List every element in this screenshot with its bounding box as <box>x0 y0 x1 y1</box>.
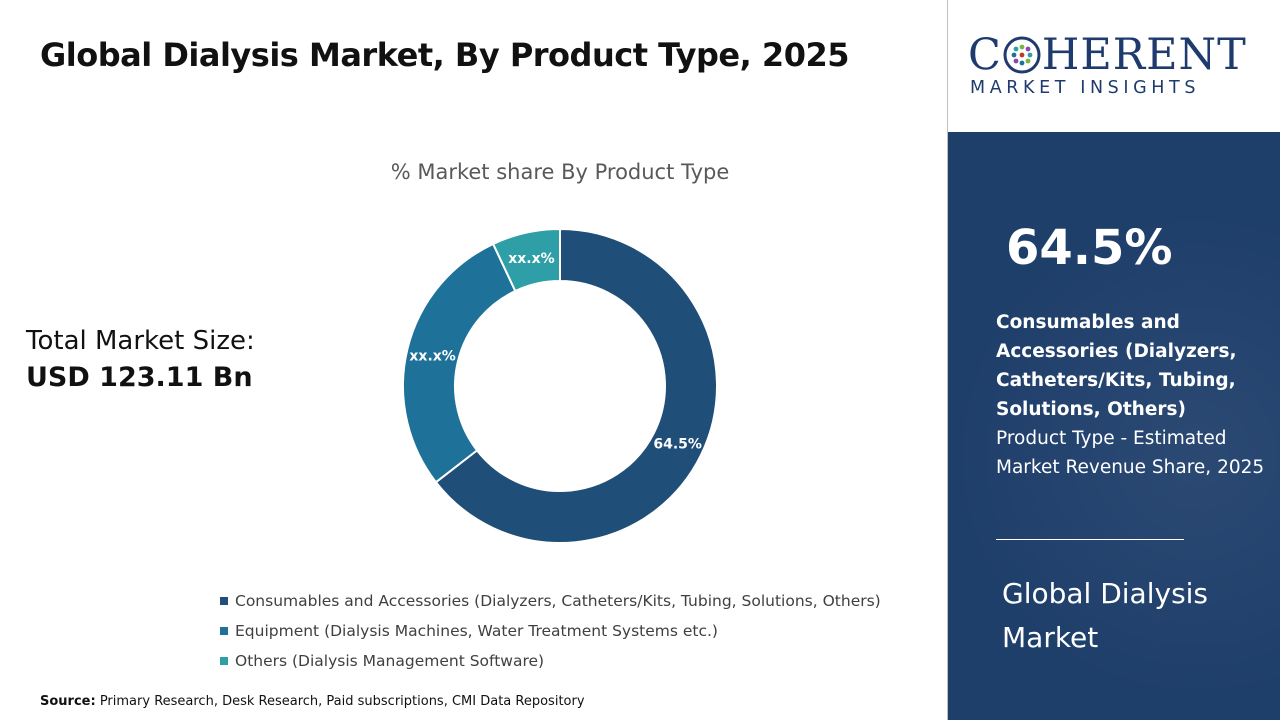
panel-divider <box>996 539 1184 540</box>
donut-slice-3 <box>491 228 561 293</box>
legend-item-2: Equipment (Dialysis Machines, Water Trea… <box>220 616 881 646</box>
legend-label-2: Equipment (Dialysis Machines, Water Trea… <box>235 622 718 640</box>
logo-letters: HERENT <box>1041 30 1247 80</box>
legend-swatch-3 <box>220 657 228 665</box>
highlight-value: 64.5% <box>1006 220 1173 276</box>
donut-slice-label-1: 64.5% <box>653 437 702 453</box>
logo-letter-c: C <box>968 30 1002 80</box>
source-note: Source: Primary Research, Desk Research,… <box>40 694 585 709</box>
side-panel: C HERENT MARKET INSIGHTS 64.5% <box>948 0 1280 720</box>
market-name: Global Dialysis Market <box>1002 577 1209 654</box>
logo-wordmark: C HERENT <box>968 30 1247 80</box>
legend-label-1: Consumables and Accessories (Dialyzers, … <box>235 592 881 610</box>
donut-chart: 64.5% xx.x% xx.x% <box>402 228 718 544</box>
source-text: Primary Research, Desk Research, Paid su… <box>95 694 585 709</box>
legend-label-3: Others (Dialysis Management Software) <box>235 652 545 670</box>
legend-item-3: Others (Dialysis Management Software) <box>220 646 881 676</box>
highlight-segment-name: Consumables and Accessories (Dialyzers, … <box>996 312 1237 420</box>
donut-slice-label-3: xx.x% <box>508 251 554 267</box>
market-size-block: Total Market Size: USD 123.11 Bn <box>26 326 255 393</box>
logo-tagline: MARKET INSIGHTS <box>970 78 1201 98</box>
legend-swatch-1 <box>220 597 228 605</box>
market-size-label: Total Market Size: <box>26 326 255 356</box>
highlight-description: Product Type - Estimated Market Revenue … <box>996 428 1265 478</box>
source-label: Source: <box>40 694 96 709</box>
legend-item-1: Consumables and Accessories (Dialyzers, … <box>220 586 881 616</box>
highlight-panel: 64.5% Consumables and Accessories (Dialy… <box>948 132 1280 720</box>
chart-legend: Consumables and Accessories (Dialyzers, … <box>220 586 881 676</box>
chart-title: % Market share By Product Type <box>390 160 730 184</box>
chart-area: Global Dialysis Market, By Product Type,… <box>26 0 948 720</box>
logo: C HERENT MARKET INSIGHTS <box>948 0 1280 132</box>
donut-slice-1 <box>434 228 718 544</box>
page-title: Global Dialysis Market, By Product Type,… <box>40 36 849 74</box>
legend-swatch-2 <box>220 627 228 635</box>
donut-slice-label-2: xx.x% <box>409 348 455 364</box>
logo-globe-icon <box>1003 36 1041 74</box>
market-size-value: USD 123.11 Bn <box>26 362 253 393</box>
